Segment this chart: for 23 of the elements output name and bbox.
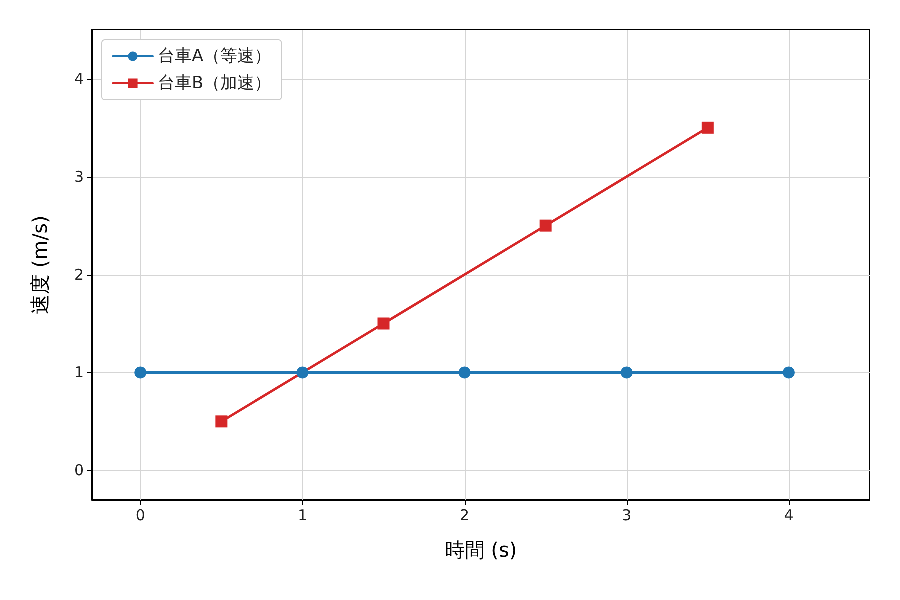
x-tick-label: 3 bbox=[622, 506, 632, 524]
point bbox=[216, 416, 228, 428]
x-axis-title: 時間 (s) bbox=[444, 538, 518, 562]
point bbox=[134, 366, 147, 379]
point bbox=[702, 122, 714, 134]
y-tick-label: 1 bbox=[74, 364, 84, 382]
point bbox=[458, 366, 471, 379]
x-tick-label: 2 bbox=[460, 506, 470, 524]
x-tick-label: 4 bbox=[784, 506, 794, 524]
point bbox=[296, 366, 309, 379]
y-tick-label: 4 bbox=[74, 70, 84, 88]
y-tick-label: 3 bbox=[74, 168, 84, 186]
legend-label: 台車A（等速） bbox=[158, 46, 272, 66]
legend-label: 台車B（加速） bbox=[158, 74, 272, 94]
y-tick-label: 2 bbox=[74, 266, 84, 284]
point bbox=[540, 220, 552, 232]
point bbox=[782, 366, 795, 379]
x-tick-label: 1 bbox=[298, 506, 308, 524]
y-axis-title: 速度 (m/s) bbox=[28, 216, 52, 314]
point bbox=[378, 318, 390, 330]
point bbox=[620, 366, 633, 379]
x-tick-label: 0 bbox=[136, 506, 146, 524]
y-tick-label: 0 bbox=[74, 462, 84, 480]
